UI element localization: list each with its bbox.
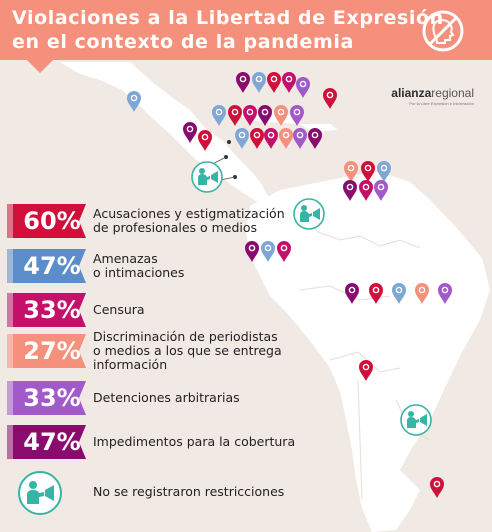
legend-label: Discriminación de periodistas o medios a … [93, 330, 282, 372]
legend-label: Amenazas o intimaciones [93, 252, 184, 280]
legend-label-line: Amenazas [93, 251, 158, 266]
title-banner-pointer [26, 59, 54, 73]
percent-badge-shape [7, 293, 86, 327]
no-restrictions-label: No se registraron restricciones [93, 484, 285, 499]
percent-badge-shape [7, 249, 86, 283]
percent-value: 27% [23, 337, 81, 365]
percent-badge: 27% [7, 334, 86, 368]
brand-name: alianzaregional [391, 86, 474, 100]
legend-label: Acusaciones y estigmatización de profesio… [93, 207, 285, 235]
percent-badge-shape [7, 425, 86, 459]
percent-value: 47% [23, 252, 81, 280]
legend-label-line: información [93, 357, 168, 372]
legend-label-line: Impedimentos para la cobertura [93, 434, 296, 449]
brand-tagline: Por la Libre Expresión e Información [409, 101, 474, 106]
legend-label: Censura [93, 303, 145, 317]
page-title-line1: Violaciones a la Libertad de Expresión [12, 7, 444, 29]
legend-label: Impedimentos para la cobertura [93, 435, 295, 449]
legend-label-line: Censura [93, 302, 145, 317]
percent-badge-shape [7, 381, 86, 415]
percent-badge: 33% [7, 381, 86, 415]
legend-row: 27% Discriminación de periodistas o medios… [7, 330, 297, 372]
percent-value: 33% [23, 384, 81, 412]
legend-label-line: de profesionales o medios [93, 220, 258, 235]
percent-value: 47% [23, 428, 81, 456]
percent-badge: 60% [7, 204, 86, 238]
percent-badge-shape [7, 204, 86, 238]
legend-row: 47% Amenazas o intimaciones [7, 249, 297, 283]
page-title-line2: en el contexto de la pandemia [12, 31, 354, 53]
legend-label: Detenciones arbitrarias [93, 391, 240, 405]
legend-label-line: o intimaciones [93, 265, 185, 280]
legend-label-line: Acusaciones y estigmatización [93, 206, 285, 221]
percent-badge: 47% [7, 249, 86, 283]
legend-row: 33% Censura [7, 293, 297, 327]
legend-label-line: o medios a los que se entrega [93, 343, 282, 358]
percent-badge-shape [7, 334, 86, 368]
legend-row: 60% Acusaciones y estigmatización de profe… [7, 204, 297, 238]
legend-label-line: Detenciones arbitrarias [93, 390, 240, 405]
percent-value: 33% [23, 296, 81, 324]
banned-speech-icon [422, 10, 464, 52]
legend-label-line: Discriminación de periodistas [93, 329, 278, 344]
title-banner: Violaciones a la Libertad de Expresión e… [0, 0, 492, 60]
brand-logo: alianzaregional Por la Libre Expresión e… [378, 86, 474, 106]
legend-row: 33% Detenciones arbitrarias [7, 381, 297, 415]
legend-row: 47% Impedimentos para la cobertura [7, 425, 297, 459]
reporter-megaphone-icon [18, 471, 62, 515]
percent-badge: 47% [7, 425, 86, 459]
percent-value: 60% [23, 207, 81, 235]
percent-badge: 33% [7, 293, 86, 327]
